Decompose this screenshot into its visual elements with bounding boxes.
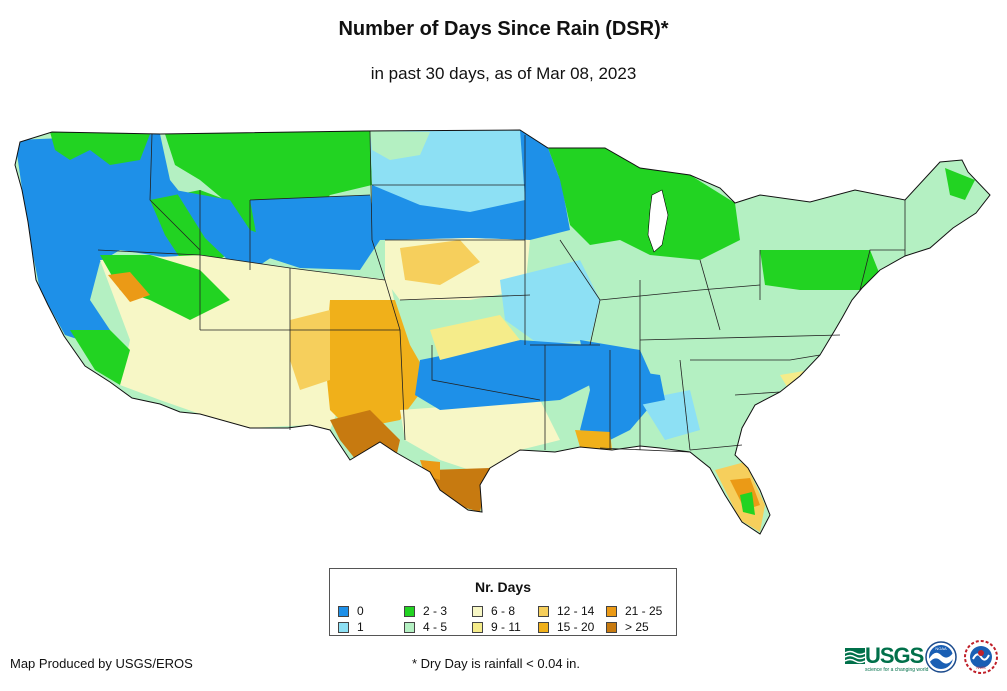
region-texas-21-25-days bbox=[420, 460, 440, 480]
region-montana-2-3-days bbox=[165, 131, 372, 235]
legend-swatch bbox=[538, 605, 549, 617]
us-dsr-map bbox=[14, 129, 991, 535]
region-new-mexico-12-14-days bbox=[290, 310, 330, 390]
legend-swatch bbox=[472, 621, 483, 633]
noaa-logo-text: NOAA bbox=[935, 646, 947, 651]
legend-swatch bbox=[472, 605, 483, 617]
legend-item-1: 1 bbox=[338, 620, 364, 634]
region-nebraska-0-days bbox=[372, 175, 570, 240]
legend-label: 12 - 14 bbox=[557, 604, 595, 618]
legend-label: > 25 bbox=[625, 620, 649, 634]
legend-item-4: 6 - 8 bbox=[472, 604, 515, 618]
legend-swatch bbox=[538, 621, 549, 633]
legend-swatch bbox=[404, 605, 415, 617]
legend-label: 1 bbox=[357, 620, 364, 634]
region-louisiana-15-20-days bbox=[575, 430, 612, 450]
region-california-2-3-days bbox=[70, 330, 130, 385]
legend-item-3: 4 - 5 bbox=[404, 620, 447, 634]
map-credit: Map Produced by USGS/EROS bbox=[10, 656, 193, 671]
region-great-basin-2-3-days bbox=[100, 255, 230, 320]
usgs-waves-icon bbox=[845, 648, 865, 664]
legend-item-5: 9 - 11 bbox=[472, 620, 521, 634]
usgs-tagline: science for a changing world bbox=[865, 667, 929, 673]
region-texas-6-8-days bbox=[400, 400, 560, 470]
legend-label: 15 - 20 bbox=[557, 620, 595, 634]
legend-swatch bbox=[404, 621, 415, 633]
region-pacific-0-days bbox=[15, 134, 200, 345]
region-nevada-21-25-days bbox=[108, 272, 150, 302]
state-boundaries bbox=[97, 130, 906, 453]
legend-item-8: 21 - 25 bbox=[606, 604, 662, 618]
legend-item-7: 15 - 20 bbox=[538, 620, 594, 634]
region-south-texas-gt25-days bbox=[430, 468, 490, 512]
region-nw-2-3-days bbox=[50, 132, 150, 165]
dsr-fill-layer bbox=[15, 130, 990, 534]
noaa-logo-icon: NOAA bbox=[925, 641, 957, 673]
nws-logo-text: NWS bbox=[976, 665, 986, 670]
region-texas-0-days bbox=[415, 340, 600, 410]
legend-item-0: 0 bbox=[338, 604, 364, 618]
region-great-lakes-2-3-days bbox=[548, 148, 740, 260]
region-mn-0-days bbox=[520, 130, 565, 238]
legend-title: Nr. Days bbox=[474, 579, 532, 595]
lake-michigan bbox=[647, 189, 669, 253]
legend-swatch bbox=[606, 621, 617, 633]
map-title: Number of Days Since Rain (DSR)* bbox=[338, 18, 669, 40]
dry-day-footnote: * Dry Day is rainfall < 0.04 in. bbox=[412, 656, 580, 671]
region-kansas-12-14-days bbox=[400, 240, 480, 285]
us-outline bbox=[14, 129, 991, 535]
legend-label: 2 - 3 bbox=[423, 604, 448, 618]
legend-label: 4 - 5 bbox=[423, 620, 448, 634]
legend-label: 6 - 8 bbox=[491, 604, 516, 618]
region-oklahoma-9-11-days bbox=[430, 315, 520, 360]
legend-item-9: > 25 bbox=[606, 620, 649, 634]
legend-label: 21 - 25 bbox=[625, 604, 663, 618]
region-maine-2-3-days bbox=[945, 168, 975, 200]
map-subtitle: in past 30 days, as of Mar 08, 2023 bbox=[370, 64, 637, 83]
legend-swatch bbox=[338, 605, 349, 617]
region-pa-ny-2-3-days bbox=[760, 250, 880, 290]
region-nd-4-5-days bbox=[370, 131, 430, 160]
region-southeast-0-days bbox=[625, 370, 665, 405]
usgs-wordmark: USGS bbox=[865, 643, 924, 668]
usgs-logo: USGS science for a changing world bbox=[845, 643, 928, 673]
legend-swatch bbox=[338, 621, 349, 633]
legend-item-6: 12 - 14 bbox=[538, 604, 594, 618]
legend-label: 0 bbox=[357, 604, 364, 618]
region-florida-2-3-days bbox=[740, 492, 755, 515]
legend-swatch bbox=[606, 605, 617, 617]
legend-box: Nr. Days 0 1 2 - 3 4 - 5 6 - 8 9 - 11 12… bbox=[329, 568, 677, 636]
nws-logo-icon: NWS bbox=[964, 640, 998, 674]
region-wyoming-0-days bbox=[250, 195, 380, 270]
legend-item-2: 2 - 3 bbox=[404, 604, 447, 618]
region-new-mexico-15-20-days bbox=[325, 300, 430, 430]
legend-label: 9 - 11 bbox=[491, 620, 521, 634]
